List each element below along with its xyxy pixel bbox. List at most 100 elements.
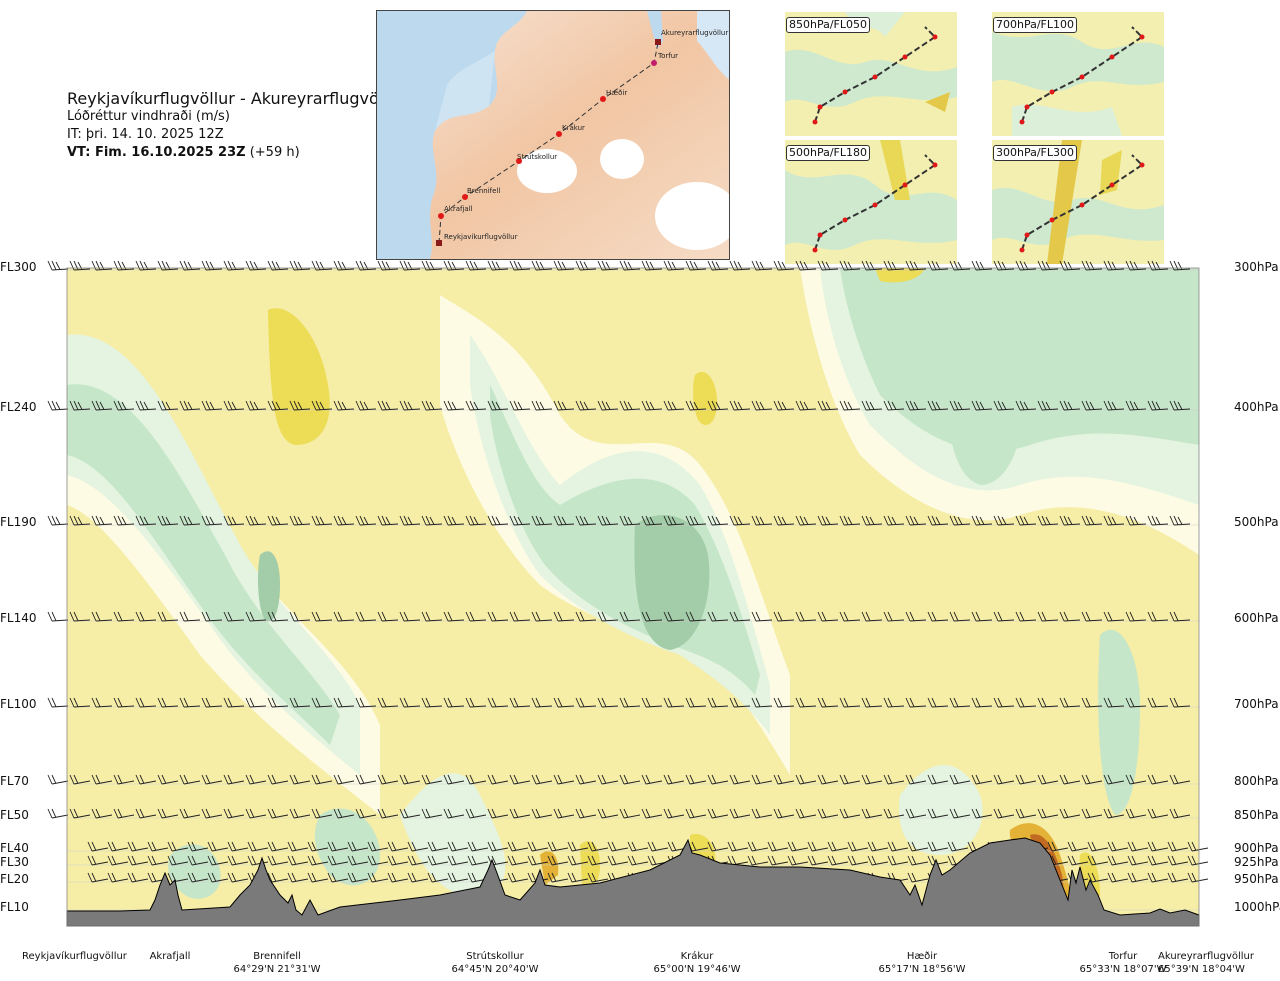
wind-barb: [641, 515, 663, 526]
wind-barb: [971, 260, 993, 271]
wind-barb: [531, 774, 553, 785]
valid-time-offset: (+59 h): [249, 145, 300, 160]
wind-barb: [355, 774, 377, 785]
wind-barb: [993, 400, 1015, 411]
wind-barb: [927, 841, 949, 852]
wind-barb: [575, 697, 597, 708]
wind-barb: [827, 855, 849, 866]
wind-barb: [1125, 697, 1147, 708]
flight-level-label: FL10: [0, 900, 29, 914]
wind-barb: [421, 400, 443, 411]
wind-barb: [1125, 400, 1147, 411]
wind-barb: [91, 515, 113, 526]
wind-barb: [465, 611, 487, 622]
wind-barb: [223, 515, 245, 526]
waypoint-coordinate: 65°17'N 18°56'W: [878, 964, 966, 975]
wind-barb: [509, 515, 531, 526]
wind-barb: [607, 841, 629, 852]
wind-barb: [839, 808, 861, 819]
flight-level-label: FL20: [0, 872, 29, 886]
pressure-level-label: 850hPa: [1234, 808, 1279, 822]
wind-barb: [487, 808, 509, 819]
wind-barb: [267, 855, 289, 866]
flight-level-label: FL190: [0, 515, 37, 529]
wind-barb: [1107, 841, 1129, 852]
wind-barb: [227, 872, 249, 883]
wind-barb: [1147, 855, 1169, 866]
wind-barb: [531, 260, 553, 271]
wind-barb: [179, 774, 201, 785]
wind-barb: [971, 515, 993, 526]
wind-barb: [1187, 841, 1209, 852]
flight-level-label: FL30: [0, 855, 29, 869]
updraft-aloft-west: [268, 308, 330, 445]
wind-barb: [553, 774, 575, 785]
updraft-aloft-krakur: [693, 371, 718, 425]
wind-barb: [1059, 774, 1081, 785]
wind-barb: [1087, 855, 1109, 866]
wind-barb: [575, 611, 597, 622]
wind-barb: [787, 841, 809, 852]
wind-barb: [347, 872, 369, 883]
wind-barb: [927, 774, 949, 785]
wind-barb: [465, 808, 487, 819]
map-label-akureyri: Akureyrarflugvöllur: [661, 29, 728, 37]
wind-barb: [399, 400, 421, 411]
route-title: Reykjavíkurflugvöllur - Akureyrarflugvöl…: [67, 89, 405, 108]
wind-barb: [443, 697, 465, 708]
wind-barb: [847, 841, 869, 852]
waypoint-name: Strútskollur: [466, 951, 524, 962]
wind-barb: [553, 400, 575, 411]
waypoint-label: Akrafjall: [125, 950, 215, 963]
wind-barb: [729, 611, 751, 622]
wind-barb: [223, 400, 245, 411]
wind-barb: [1059, 260, 1081, 271]
wind-barb: [289, 611, 311, 622]
wind-barb: [47, 260, 69, 271]
wind-barb: [113, 774, 135, 785]
wind-barb: [787, 855, 809, 866]
wind-barb: [267, 841, 289, 852]
wind-barb: [663, 774, 685, 785]
wind-barb: [487, 400, 509, 411]
wind-barb: [127, 855, 149, 866]
wind-barb: [447, 841, 469, 852]
wind-barb: [817, 260, 839, 271]
wind-barb: [971, 611, 993, 622]
wind-barb: [567, 872, 589, 883]
wind-barb: [575, 400, 597, 411]
wind-barb: [113, 400, 135, 411]
wind-barb: [157, 697, 179, 708]
wind-barb: [223, 808, 245, 819]
wind-barb: [905, 515, 927, 526]
wind-barb: [597, 400, 619, 411]
wind-barb: [69, 515, 91, 526]
wind-barb: [311, 611, 333, 622]
wind-barb: [69, 260, 91, 271]
wind-barb: [553, 697, 575, 708]
pressure-level-label: 1000hPa: [1234, 900, 1280, 914]
wind-barb: [547, 855, 569, 866]
wind-barb: [465, 400, 487, 411]
wind-barb: [905, 260, 927, 271]
wind-barb: [69, 808, 91, 819]
wind-barb: [333, 611, 355, 622]
wind-barb: [1125, 774, 1147, 785]
wind-barb: [861, 774, 883, 785]
wind-barb: [467, 841, 489, 852]
wind-barb: [905, 611, 927, 622]
flight-level-label: FL240: [0, 400, 37, 414]
wind-barb: [179, 808, 201, 819]
wind-barb: [1127, 855, 1149, 866]
wind-barb: [1015, 260, 1037, 271]
issue-time: IT: þri. 14. 10. 2025 12Z: [67, 127, 224, 142]
wind-barb: [245, 697, 267, 708]
sea-north: [697, 11, 729, 80]
wind-barb: [1167, 841, 1189, 852]
pressure-level-label: 400hPa: [1234, 400, 1279, 414]
wind-barb: [795, 611, 817, 622]
wind-barb: [87, 841, 109, 852]
wind-barb: [905, 697, 927, 708]
wind-barb: [399, 774, 421, 785]
wind-barb: [289, 515, 311, 526]
